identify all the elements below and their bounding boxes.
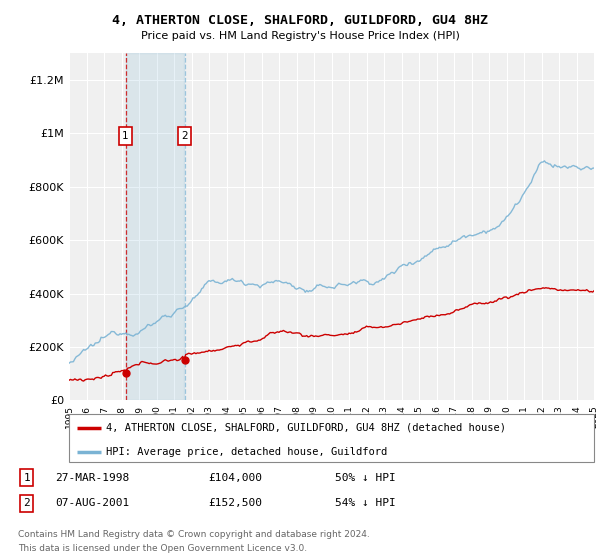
Text: Price paid vs. HM Land Registry's House Price Index (HPI): Price paid vs. HM Land Registry's House … <box>140 31 460 41</box>
Text: 4, ATHERTON CLOSE, SHALFORD, GUILDFORD, GU4 8HZ: 4, ATHERTON CLOSE, SHALFORD, GUILDFORD, … <box>112 14 488 27</box>
Text: 54% ↓ HPI: 54% ↓ HPI <box>335 498 395 508</box>
Text: This data is licensed under the Open Government Licence v3.0.: This data is licensed under the Open Gov… <box>18 544 307 553</box>
Text: HPI: Average price, detached house, Guildford: HPI: Average price, detached house, Guil… <box>106 446 387 456</box>
Text: 07-AUG-2001: 07-AUG-2001 <box>55 498 130 508</box>
Text: Contains HM Land Registry data © Crown copyright and database right 2024.: Contains HM Land Registry data © Crown c… <box>18 530 370 539</box>
Text: 27-MAR-1998: 27-MAR-1998 <box>55 473 130 483</box>
Text: 1: 1 <box>23 473 30 483</box>
FancyBboxPatch shape <box>69 414 594 462</box>
Text: £152,500: £152,500 <box>208 498 262 508</box>
Text: 2: 2 <box>181 131 188 141</box>
Text: 1: 1 <box>122 131 129 141</box>
Text: £104,000: £104,000 <box>208 473 262 483</box>
Bar <box>125 53 184 400</box>
Text: 2: 2 <box>23 498 30 508</box>
Text: 4, ATHERTON CLOSE, SHALFORD, GUILDFORD, GU4 8HZ (detached house): 4, ATHERTON CLOSE, SHALFORD, GUILDFORD, … <box>106 423 506 433</box>
Text: 50% ↓ HPI: 50% ↓ HPI <box>335 473 395 483</box>
